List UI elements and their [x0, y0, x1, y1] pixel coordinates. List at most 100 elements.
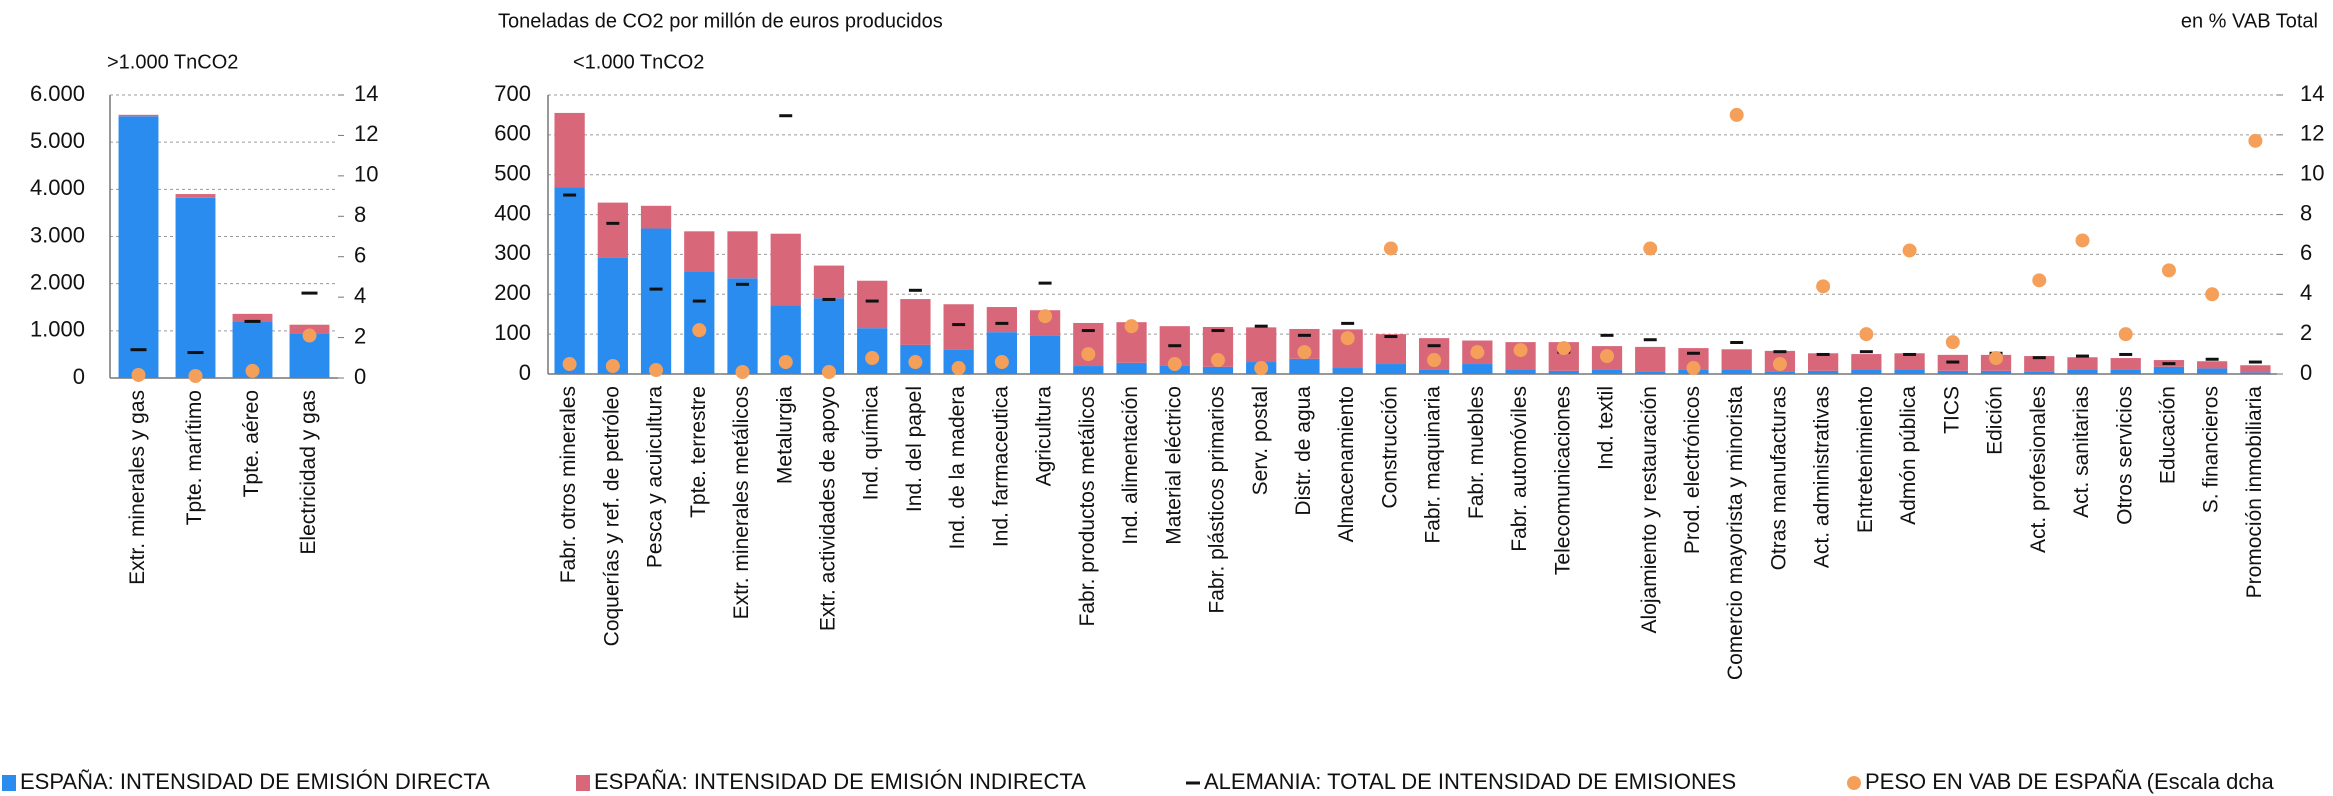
bar-segment — [597, 202, 628, 258]
dot-marker — [2248, 133, 2263, 148]
dot-marker — [1513, 343, 1528, 358]
dot-marker — [2075, 233, 2090, 248]
x-tick-label: Fabr. muebles — [1465, 386, 1488, 519]
y-tick-label: 300 — [494, 240, 531, 265]
x-tick-label: Tpte. marítimo — [183, 390, 206, 525]
bar-segment — [943, 304, 974, 350]
y2-tick-label: 4 — [2300, 280, 2312, 305]
x-tick-label: Metalurgia — [773, 386, 796, 484]
bar-segment — [1375, 364, 1407, 374]
dot-marker — [1729, 107, 1744, 122]
bar-segment — [727, 278, 758, 374]
dot-marker — [821, 365, 836, 380]
bar-segment — [1894, 353, 1925, 371]
bar-segment — [1764, 371, 1796, 374]
dot-marker — [245, 363, 260, 378]
dot-marker — [1859, 327, 1874, 342]
x-tick-label: Extr. actividades de apoyo — [817, 386, 840, 631]
bar-segment — [2024, 371, 2055, 374]
bar-segment — [813, 265, 845, 299]
x-tick-label: Fabr. plásticos primarios — [1206, 386, 1229, 614]
x-tick-label: Fabr. maquinaria — [1422, 386, 1445, 544]
y2-tick-label: 4 — [354, 283, 366, 308]
dot-marker — [908, 355, 923, 370]
bar-segment — [232, 313, 273, 322]
dot-marker — [2161, 263, 2176, 278]
x-tick-label: Entretenimiento — [1854, 386, 1877, 533]
dot-marker — [1038, 309, 1053, 324]
dot-marker — [1081, 347, 1096, 362]
x-tick-label: Electricidad y gas — [297, 390, 320, 555]
dot-marker — [1643, 241, 1658, 256]
y-tick-label: 400 — [494, 200, 531, 225]
dot-marker — [131, 367, 146, 382]
y2-tick-label: 2 — [2300, 320, 2312, 345]
bar-segment — [640, 205, 672, 229]
x-tick-label: Tpte. aéreo — [240, 390, 263, 497]
bar-segment — [1591, 369, 1623, 374]
bar-segment — [2153, 366, 2185, 374]
bar-segment — [684, 231, 715, 272]
x-tick-label: Material eléctrico — [1162, 386, 1185, 545]
bar-segment — [1937, 370, 1968, 374]
x-tick-label: Comercio mayorista y minorista — [1724, 386, 1747, 680]
dot-marker — [1297, 345, 1312, 360]
dot-marker — [1210, 353, 1225, 368]
bar-segment — [857, 280, 888, 329]
bar-segment — [2067, 370, 2098, 374]
legend-label: ESPAÑA: INTENSIDAD DE EMISIÓN DIRECTA — [20, 769, 490, 794]
x-tick-label: Otras manufacturas — [1767, 386, 1790, 570]
x-tick-label: Serv. postal — [1249, 386, 1272, 495]
x-tick-label: Fabr. otros minerales — [557, 386, 580, 583]
x-tick-label: Coquerías y ref. de petróleo — [600, 386, 623, 646]
bar-segment — [727, 231, 758, 279]
y2-tick-label: 2 — [354, 323, 366, 348]
y2-tick-label: 6 — [2300, 240, 2312, 265]
x-tick-label: Extr. minerales y gas — [126, 390, 149, 585]
bar-segment — [1418, 369, 1450, 374]
x-tick-label: Ind. farmaceutica — [989, 386, 1012, 547]
bar-segment — [2110, 369, 2141, 374]
y-tick-label: 4.000 — [30, 175, 85, 200]
bar-segment — [554, 112, 585, 188]
bar-segment — [1202, 366, 1234, 374]
dot-marker — [562, 357, 577, 372]
dot-marker — [1124, 319, 1139, 334]
x-tick-label: Ind. de la madera — [946, 386, 969, 550]
bar-segment — [770, 233, 801, 306]
x-tick-label: Ind. textil — [1595, 386, 1618, 470]
x-tick-label: Telecomunicaciones — [1551, 386, 1574, 575]
y2-tick-label: 10 — [354, 162, 378, 187]
bar-segment — [1116, 362, 1147, 374]
y-tick-label: 0 — [519, 360, 531, 385]
bar-segment — [1980, 370, 2012, 374]
x-tick-label: Promoción inmobiliaria — [2243, 386, 2266, 599]
y-tick-label: 200 — [494, 280, 531, 305]
x-tick-label: Tpte. terrestre — [687, 386, 710, 518]
dot-marker — [1340, 331, 1355, 346]
bar-segment — [1029, 335, 1061, 374]
bar-segment — [2110, 358, 2141, 370]
bar-segment — [175, 197, 216, 378]
bar-segment — [1851, 354, 1882, 371]
x-tick-label: S. financieros — [2200, 386, 2223, 513]
bar-segment — [1073, 366, 1104, 374]
x-tick-label: TICS — [1940, 386, 1963, 434]
dot-marker — [1556, 341, 1571, 356]
x-tick-label: Ind. alimentación — [1119, 386, 1142, 545]
dot-marker — [1989, 351, 2004, 366]
bar-segment — [1678, 348, 1709, 370]
x-tick-label: Act. profesionales — [2027, 386, 2050, 553]
y-tick-label: 600 — [494, 121, 531, 146]
dot-marker — [1167, 357, 1182, 372]
bar-segment — [1851, 370, 1882, 374]
y-tick-label: 2.000 — [30, 269, 85, 294]
legend-swatch — [576, 775, 590, 791]
y2-axis-label: en % VAB Total — [2181, 10, 2318, 32]
dot-marker — [1427, 353, 1442, 368]
subtitle: <1.000 TnCO2 — [573, 51, 704, 73]
x-tick-label: Otros servicios — [2113, 386, 2136, 525]
x-tick-label: Distr. de agua — [1292, 386, 1315, 516]
bar-segment — [1635, 371, 1666, 374]
